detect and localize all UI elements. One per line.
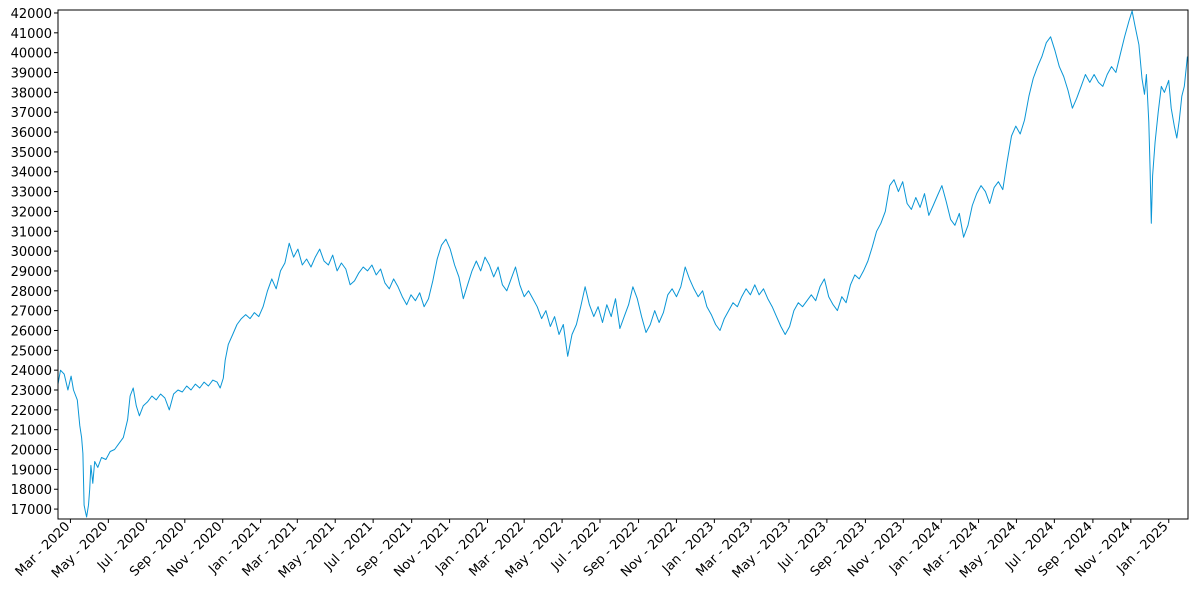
y-tick-label: 35000	[11, 146, 52, 161]
y-axis: 17000 18000 19000 20000 21000 22000 23000 24000…	[11, 7, 58, 518]
y-tick-label: 20000	[11, 444, 52, 459]
y-tick-label: 26000	[11, 324, 52, 339]
y-tick-label: 39000	[11, 67, 52, 82]
plot-frame	[57, 9, 1189, 520]
y-tick-label: 17000	[11, 503, 52, 518]
y-tick-label: 24000	[11, 364, 52, 379]
y-tick-label: 37000	[11, 106, 52, 121]
y-tick-label: 40000	[11, 47, 52, 62]
y-tick-label: 36000	[11, 126, 52, 141]
y-tick-label: 19000	[11, 463, 52, 478]
y-tick-label: 25000	[11, 344, 52, 359]
y-tick-label: 41000	[11, 27, 52, 42]
y-tick-label: 31000	[11, 225, 52, 240]
y-tick-label: 33000	[11, 186, 52, 201]
y-tick-label: 27000	[11, 305, 52, 320]
series-layer	[57, 10, 1188, 518]
y-tick-label: 21000	[11, 424, 52, 439]
y-tick-label: 22000	[11, 404, 52, 419]
y-tick-label: 18000	[11, 483, 52, 498]
y-tick-label: 29000	[11, 265, 52, 280]
y-tick-label: 30000	[11, 245, 52, 260]
y-tick-label: 28000	[11, 285, 52, 300]
y-tick-label: 38000	[11, 86, 52, 101]
series-line	[57, 10, 1188, 518]
y-tick-label: 23000	[11, 384, 52, 399]
y-tick-label: 34000	[11, 166, 52, 181]
y-tick-label: 32000	[11, 205, 52, 220]
y-tick-label: 42000	[11, 7, 52, 22]
